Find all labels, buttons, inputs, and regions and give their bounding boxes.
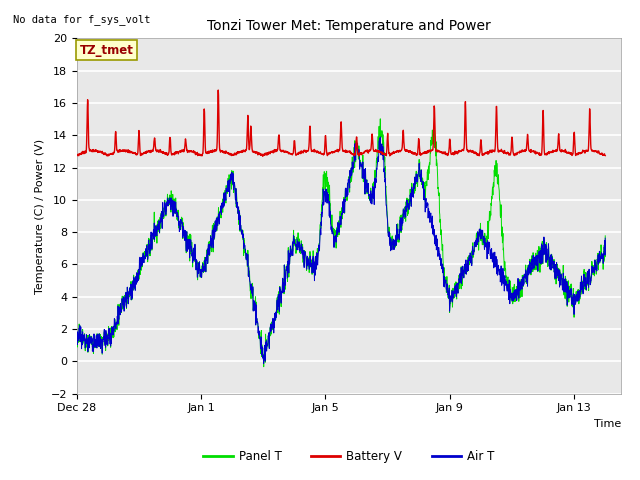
Title: Tonzi Tower Met: Temperature and Power: Tonzi Tower Met: Temperature and Power <box>207 19 491 33</box>
Text: TZ_tmet: TZ_tmet <box>79 44 133 57</box>
Legend: Panel T, Battery V, Air T: Panel T, Battery V, Air T <box>198 445 499 468</box>
X-axis label: Time: Time <box>593 419 621 429</box>
Y-axis label: Temperature (C) / Power (V): Temperature (C) / Power (V) <box>35 138 45 294</box>
Text: No data for f_sys_volt: No data for f_sys_volt <box>13 14 150 25</box>
